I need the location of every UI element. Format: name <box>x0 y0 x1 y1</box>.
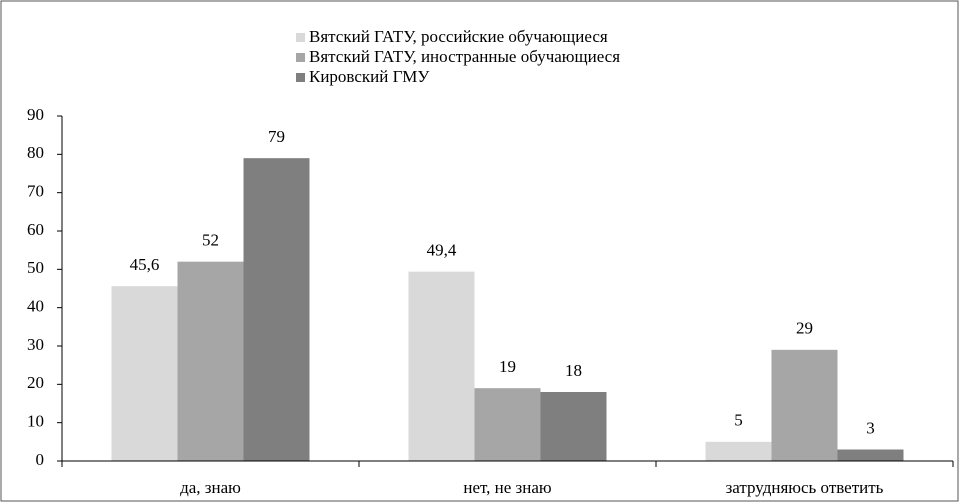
bar <box>243 158 310 461</box>
y-tick-label: 0 <box>36 450 45 469</box>
value-label: 29 <box>796 319 813 338</box>
value-label: 18 <box>565 361 582 380</box>
y-tick-label: 60 <box>27 220 44 239</box>
y-tick-label: 50 <box>27 258 44 277</box>
value-label: 79 <box>268 127 285 146</box>
bar <box>408 271 475 461</box>
value-label: 52 <box>202 231 219 250</box>
legend-label: Вятский ГАТУ, иностранные обучающиеся <box>309 47 620 66</box>
bar <box>540 392 607 461</box>
value-label: 19 <box>499 357 516 376</box>
legend-label: Вятский ГАТУ, российские обучающиеся <box>309 27 608 46</box>
bar <box>837 449 904 461</box>
y-tick-label: 90 <box>27 105 44 124</box>
legend-swatch <box>296 53 305 62</box>
bar <box>474 388 541 461</box>
y-tick-label: 10 <box>27 412 44 431</box>
bar <box>771 349 838 461</box>
legend-swatch <box>296 33 305 42</box>
bar <box>177 261 244 461</box>
x-tick-label: затрудняюсь ответить <box>726 478 884 497</box>
x-tick-label: да, знаю <box>180 478 241 497</box>
legend-swatch <box>296 73 305 82</box>
value-label: 49,4 <box>427 241 457 260</box>
value-label: 3 <box>866 418 875 437</box>
y-tick-label: 30 <box>27 335 44 354</box>
y-tick-label: 70 <box>27 182 44 201</box>
y-tick-label: 40 <box>27 297 44 316</box>
bar <box>705 441 772 461</box>
value-label: 45,6 <box>130 255 160 274</box>
x-tick-label: нет, не знаю <box>463 478 552 497</box>
legend-label: Кировский ГМУ <box>309 67 430 86</box>
y-tick-label: 80 <box>27 143 44 162</box>
value-label: 5 <box>734 411 743 430</box>
bar <box>111 286 178 461</box>
y-tick-label: 20 <box>27 373 44 392</box>
